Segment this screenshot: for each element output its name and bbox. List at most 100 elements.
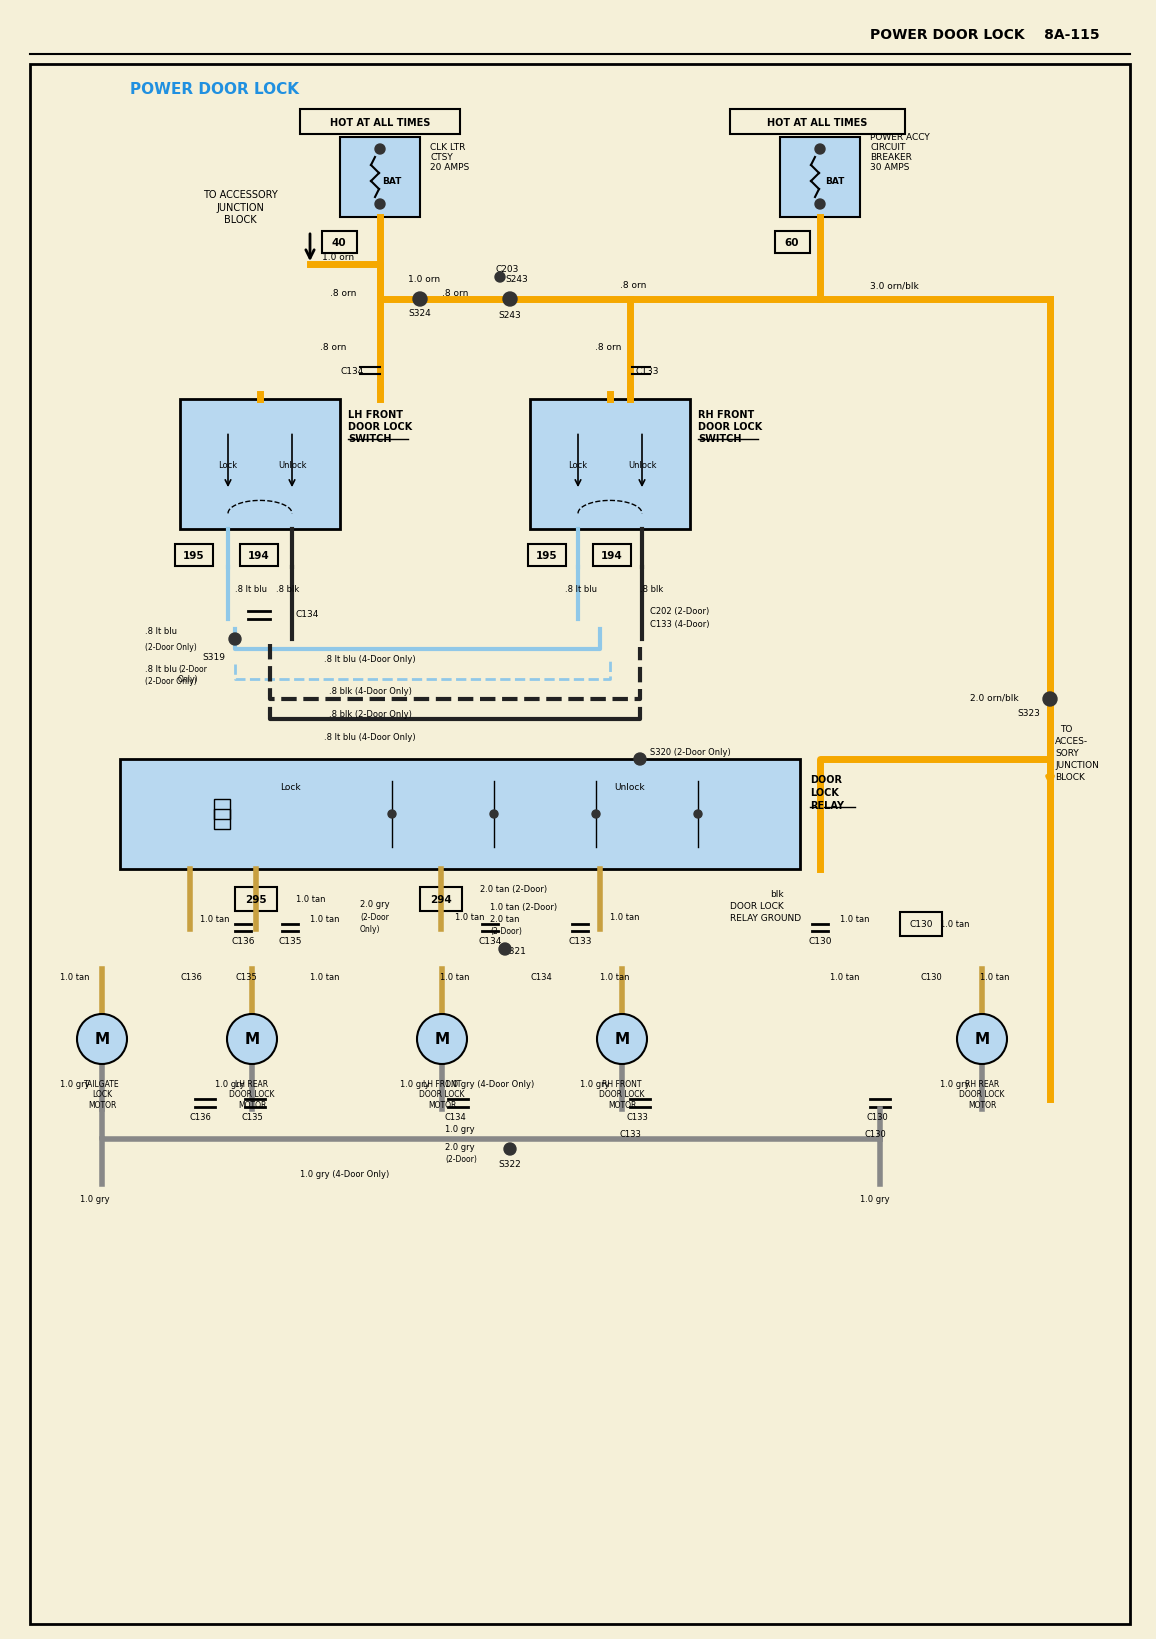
- Text: Only): Only): [360, 924, 380, 934]
- Bar: [323, 231, 357, 254]
- Text: 295: 295: [245, 895, 267, 905]
- Text: .8 orn: .8 orn: [595, 343, 622, 352]
- Text: 1.0 tan: 1.0 tan: [940, 919, 970, 929]
- Circle shape: [957, 1015, 1007, 1064]
- Text: RH FRONT
DOOR LOCK
MOTOR: RH FRONT DOOR LOCK MOTOR: [599, 1080, 645, 1110]
- Text: 1.0 gry: 1.0 gry: [940, 1080, 970, 1088]
- Text: (2-Door): (2-Door): [490, 928, 521, 936]
- Text: JUNCTION: JUNCTION: [1055, 760, 1099, 770]
- Bar: [340, 138, 420, 218]
- Ellipse shape: [637, 423, 647, 429]
- Text: S243: S243: [505, 275, 528, 284]
- Ellipse shape: [223, 498, 234, 505]
- Text: .8 lt blu: .8 lt blu: [235, 585, 267, 593]
- Text: (2-Door): (2-Door): [445, 1155, 477, 1164]
- Text: C136: C136: [180, 974, 202, 982]
- Bar: [420, 887, 462, 911]
- Text: POWER ACCY: POWER ACCY: [870, 133, 929, 143]
- Text: .8 lt blu: .8 lt blu: [565, 585, 596, 593]
- Text: .8 blk (2-Door Only): .8 blk (2-Door Only): [328, 710, 412, 720]
- Circle shape: [495, 272, 505, 284]
- Text: C133 (4-Door): C133 (4-Door): [650, 620, 710, 629]
- Text: Unlock: Unlock: [628, 461, 657, 469]
- Ellipse shape: [287, 498, 297, 505]
- Circle shape: [229, 634, 240, 646]
- Text: 195: 195: [536, 551, 558, 561]
- Bar: [901, 913, 942, 936]
- Text: .8 orn: .8 orn: [442, 288, 468, 297]
- Text: .8 lt blu: .8 lt blu: [144, 665, 177, 674]
- Text: 1.0 gry: 1.0 gry: [580, 1080, 609, 1088]
- Text: DOOR: DOOR: [810, 775, 842, 785]
- Text: (2-Door: (2-Door: [360, 913, 388, 921]
- Bar: [214, 810, 230, 820]
- Bar: [729, 110, 905, 134]
- Text: 1.0 gry: 1.0 gry: [215, 1080, 245, 1088]
- Text: SWITCH: SWITCH: [348, 434, 392, 444]
- Text: C130: C130: [866, 1113, 888, 1121]
- Text: C202 (2-Door): C202 (2-Door): [650, 606, 710, 616]
- Text: S323: S323: [1017, 710, 1040, 718]
- Circle shape: [375, 144, 385, 156]
- Text: BAT: BAT: [381, 177, 401, 187]
- Text: 1.0 gry: 1.0 gry: [80, 1195, 110, 1203]
- Text: M: M: [95, 1033, 110, 1047]
- Bar: [775, 231, 810, 254]
- Text: C133: C133: [635, 367, 659, 377]
- Text: Lock: Lock: [280, 782, 301, 792]
- Text: C130: C130: [910, 919, 933, 929]
- Text: C135: C135: [235, 974, 257, 982]
- Text: M: M: [435, 1033, 450, 1047]
- Text: C134: C134: [295, 610, 318, 620]
- Text: TO: TO: [1060, 724, 1073, 734]
- Text: C203: C203: [495, 266, 518, 274]
- Text: (2-Door: (2-Door: [178, 665, 207, 674]
- Text: DOOR LOCK: DOOR LOCK: [698, 421, 762, 431]
- Text: 20 AMPS: 20 AMPS: [430, 164, 469, 172]
- Text: JUNCTION: JUNCTION: [216, 203, 264, 213]
- Bar: [120, 759, 800, 869]
- Text: Lock: Lock: [569, 461, 587, 469]
- Circle shape: [815, 200, 825, 210]
- Text: 1.0 orn: 1.0 orn: [408, 275, 440, 284]
- Text: 1.0 tan: 1.0 tan: [60, 974, 89, 982]
- Circle shape: [490, 811, 498, 818]
- Text: S320 (2-Door Only): S320 (2-Door Only): [650, 747, 731, 757]
- Text: C134: C134: [340, 367, 363, 377]
- Text: POWER DOOR LOCK    8A-115: POWER DOOR LOCK 8A-115: [870, 28, 1101, 43]
- Text: 1.0 orn: 1.0 orn: [323, 254, 354, 262]
- Text: LOCK: LOCK: [810, 787, 839, 798]
- Text: DOOR LOCK: DOOR LOCK: [729, 901, 784, 911]
- Circle shape: [77, 1015, 127, 1064]
- Text: C130: C130: [865, 1129, 885, 1139]
- Text: C136: C136: [231, 938, 254, 946]
- Text: Lock: Lock: [218, 461, 238, 469]
- Bar: [528, 544, 566, 567]
- Text: 1.0 tan: 1.0 tan: [200, 915, 230, 924]
- Text: CTSY: CTSY: [430, 154, 453, 162]
- Circle shape: [815, 144, 825, 156]
- Text: blk: blk: [770, 890, 784, 898]
- Text: 1.0 tan: 1.0 tan: [840, 915, 869, 924]
- Circle shape: [503, 293, 517, 306]
- Text: 294: 294: [430, 895, 452, 905]
- Circle shape: [388, 811, 397, 818]
- Text: LH FRONT: LH FRONT: [348, 410, 403, 420]
- Ellipse shape: [287, 423, 297, 429]
- Text: BLOCK: BLOCK: [224, 215, 257, 225]
- Text: 194: 194: [601, 551, 623, 561]
- Text: C135: C135: [242, 1113, 262, 1121]
- Text: 1.0 gry: 1.0 gry: [60, 1080, 90, 1088]
- Text: 1.0 gry: 1.0 gry: [400, 1080, 430, 1088]
- Text: 60: 60: [785, 238, 799, 247]
- Text: .8 blk: .8 blk: [640, 585, 664, 593]
- Text: 1.0 tan: 1.0 tan: [296, 895, 326, 905]
- Text: 1.0 gry: 1.0 gry: [445, 1124, 475, 1134]
- Text: C134: C134: [444, 1113, 466, 1121]
- Text: LH REAR
DOOR LOCK
MOTOR: LH REAR DOOR LOCK MOTOR: [229, 1080, 275, 1110]
- Circle shape: [413, 293, 427, 306]
- Text: C130: C130: [920, 974, 942, 982]
- Ellipse shape: [573, 423, 583, 429]
- Text: 1.0 tan: 1.0 tan: [600, 974, 630, 982]
- Text: C133: C133: [620, 1129, 640, 1139]
